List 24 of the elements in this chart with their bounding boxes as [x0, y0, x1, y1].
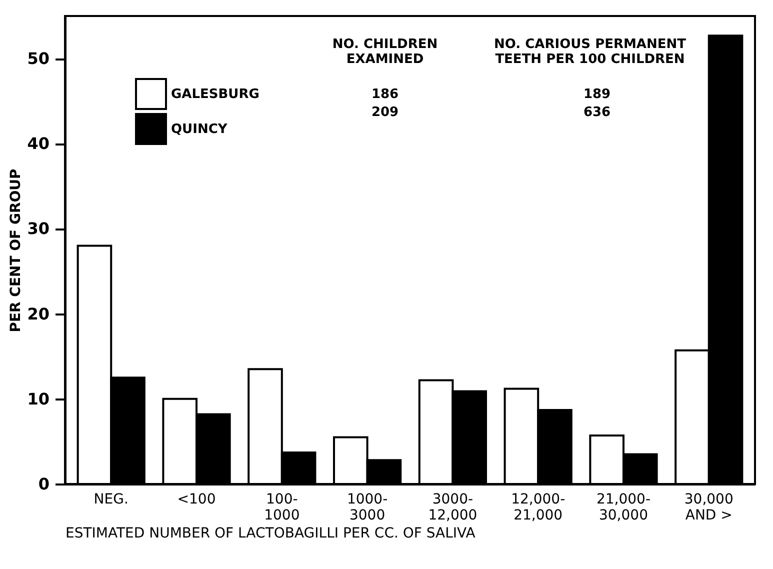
- annotation: NO. CARIOUS PERMANENT TEETH PER 100 CHILDREN: [494, 37, 686, 67]
- x-tick-label: <100: [177, 492, 216, 508]
- annotation: 209: [371, 105, 399, 120]
- y-tick-label: 0: [38, 474, 50, 494]
- y-tick-label: 20: [27, 304, 50, 324]
- x-tick-label: 21,000- 30,000: [596, 492, 651, 524]
- x-tick-label: 3000- 12,000: [428, 492, 478, 524]
- x-tick-label: 100- 1000: [264, 492, 300, 524]
- legend-label: QUINCY: [171, 122, 228, 137]
- annotation: NO. CHILDREN EXAMINED: [332, 37, 438, 67]
- x-tick-label: NEG.: [94, 492, 128, 508]
- y-tick-label: 30: [27, 219, 50, 238]
- x-axis-title: ESTIMATED NUMBER OF LACTOBAGILLI PER CC. OF SALIVA: [66, 526, 476, 542]
- y-tick-label: 40: [27, 134, 50, 154]
- annotation: 189: [583, 87, 611, 102]
- annotation: 636: [583, 105, 611, 120]
- legend-label: GALESBURG: [171, 87, 260, 102]
- annotation: 186: [371, 87, 399, 102]
- x-tick-label: 12,000- 21,000: [511, 492, 566, 524]
- y-tick-label: 50: [27, 49, 50, 68]
- x-tick-label: 1000- 3000: [346, 492, 388, 524]
- y-axis-title: PER CENT OF GROUP: [8, 168, 24, 332]
- x-tick-label: 30,000 AND >: [684, 492, 734, 524]
- y-tick-label: 10: [27, 389, 50, 408]
